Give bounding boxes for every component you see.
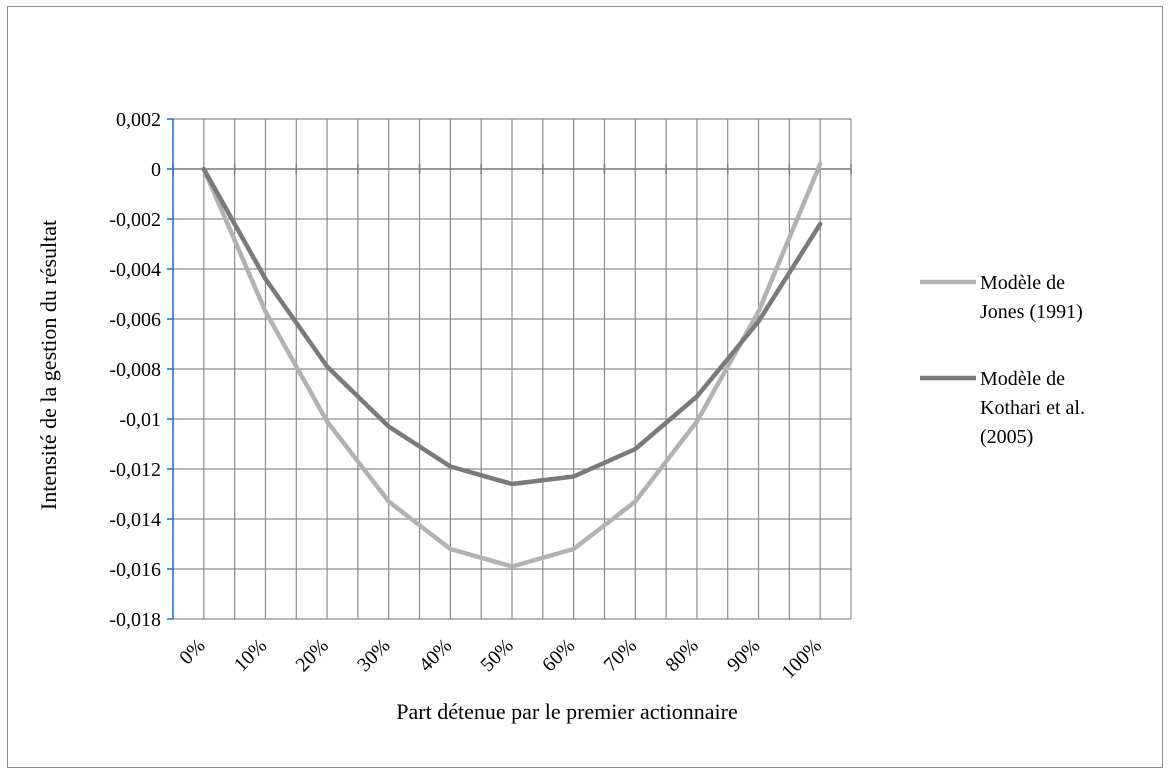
axes	[167, 118, 852, 620]
chart-frame: 0,002 0 -0,002 -0,004 -0,006 -0,008 -0,01 -0,01…	[7, 6, 1163, 768]
y-tick-label: -0,006	[109, 309, 161, 331]
legend-label: Jones (1991)	[980, 301, 1083, 323]
x-tick-label: 60%	[538, 635, 579, 676]
x-axis-label: Part détenue par le premier actionnaire	[396, 699, 737, 724]
y-tick-label: -0,004	[109, 259, 161, 281]
y-tick-label: -0,008	[109, 359, 161, 381]
legend-label: Modèle de	[980, 368, 1065, 390]
x-tick-label: 10%	[230, 635, 271, 676]
series-line	[201, 166, 823, 487]
y-tick-label: 0	[151, 159, 161, 181]
legend-label: (2005)	[980, 426, 1033, 448]
y-tick-label: -0,018	[109, 609, 161, 631]
y-tick-label: -0,016	[109, 559, 161, 581]
x-tick-label: 40%	[415, 635, 456, 676]
y-tick-label: -0,01	[119, 409, 161, 431]
y-tick-label: -0,002	[109, 209, 161, 231]
series-lines	[201, 161, 823, 569]
y-tick-label: 0,002	[116, 109, 161, 131]
legend: Modèle de Jones (1991) Modèle de Kothari et…	[920, 272, 1085, 448]
y-tick-label: -0,014	[109, 509, 161, 531]
series-line	[201, 161, 823, 569]
x-tick-label: 20%	[291, 635, 332, 676]
legend-label: Modèle de	[980, 272, 1065, 294]
x-tick-label: 50%	[476, 635, 517, 676]
line-chart: 0,002 0 -0,002 -0,004 -0,006 -0,008 -0,01 -0,01…	[36, 109, 1085, 724]
y-axis-label: Intensité de la gestion du résultat	[36, 220, 61, 510]
legend-label: Kothari et al.	[980, 397, 1085, 419]
x-tick-label: 70%	[600, 635, 641, 676]
x-tick-label: 30%	[353, 635, 394, 676]
x-tick-label: 90%	[723, 635, 764, 676]
x-tick-label: 100%	[778, 635, 827, 684]
x-tick-label: 80%	[661, 635, 702, 676]
gridlines	[172, 118, 852, 620]
x-tick-label: 0%	[175, 635, 209, 669]
y-tick-label: -0,012	[109, 459, 161, 481]
